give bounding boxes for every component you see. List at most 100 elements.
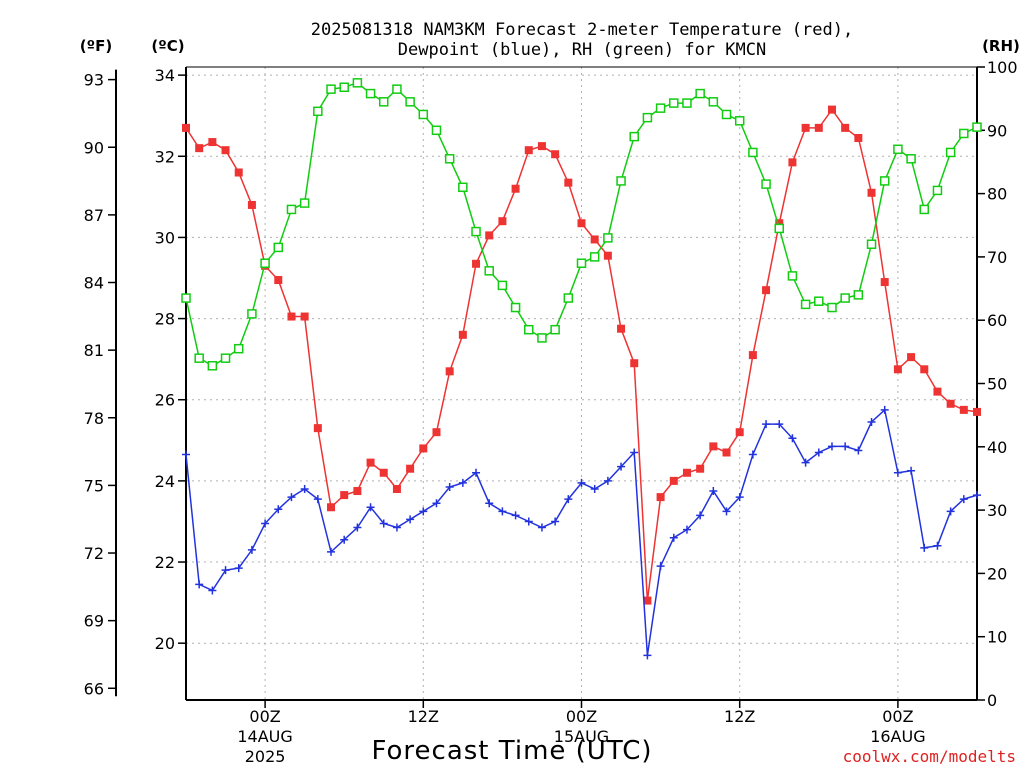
temperature-point (327, 503, 336, 512)
rh-point (695, 88, 705, 99)
celsius-tick-label: 32 (155, 147, 175, 166)
rh-point (379, 97, 389, 107)
dewpoint-point (880, 405, 889, 414)
dewpoint-point (274, 505, 283, 514)
rh-tick-label: 20 (987, 564, 1007, 583)
temperature-point (445, 367, 454, 376)
rh-point (787, 271, 798, 281)
dewpoint-point (827, 442, 836, 451)
rh-tick-label: 10 (987, 628, 1007, 647)
dewpoint-point (946, 507, 955, 516)
temperature-point (564, 178, 573, 187)
fahrenheit-tick-label: 72 (84, 544, 104, 563)
temperature-point (841, 123, 850, 132)
temperature-point (274, 276, 283, 285)
rh-point (352, 78, 363, 88)
rh-tick-label: 0 (987, 691, 997, 710)
rh-point (392, 84, 402, 94)
temperature-point (722, 448, 731, 457)
temperature-point (498, 217, 507, 226)
celsius-tick-label: 28 (155, 310, 175, 329)
temperature-point (537, 142, 546, 151)
rh-point (655, 103, 666, 113)
rh-point (708, 97, 719, 107)
rh-point (286, 204, 297, 215)
rh-point (405, 97, 415, 107)
temperature-point (340, 491, 349, 500)
date-tick-label: 14AUG (237, 727, 292, 746)
dewpoint-point (617, 462, 626, 471)
temperature-point (313, 424, 322, 433)
dewpoint-point (841, 442, 850, 451)
temperature-point (748, 351, 757, 360)
fahrenheit-tick-label: 66 (84, 679, 104, 698)
temperature-point (959, 405, 968, 414)
rh-point (879, 176, 890, 186)
rh-point (642, 112, 653, 123)
temperature-point (551, 150, 560, 159)
dewpoint-point (340, 535, 349, 544)
temperature-point (617, 324, 626, 333)
dewpoint-point (313, 495, 322, 504)
temperature-point (234, 168, 243, 177)
temperature-point (946, 399, 955, 408)
dewpoint-point (959, 495, 968, 504)
temperature-point (669, 476, 678, 485)
date-tick-label: 16AUG (870, 727, 925, 746)
time-tick-label: 00Z (882, 707, 913, 726)
rh-point (537, 333, 547, 343)
temperature-point (590, 235, 599, 244)
rh-point (761, 179, 771, 189)
dewpoint-point (472, 468, 481, 477)
rh-tick-label: 80 (987, 185, 1007, 204)
fahrenheit-tick-label: 75 (84, 476, 104, 495)
dewpoint-point (195, 580, 204, 589)
date-tick-label: 2025 (245, 747, 286, 766)
rh-point (339, 82, 349, 93)
rh-point (444, 154, 455, 164)
temperature-point (485, 231, 494, 240)
rh-tick-label: 60 (987, 311, 1007, 330)
rh-point (669, 98, 679, 108)
rh-point (800, 299, 811, 310)
dewpoint-point (287, 493, 296, 502)
dewpoint-point (300, 485, 309, 493)
dewpoint-point (221, 566, 230, 575)
dewpoint-point (353, 523, 362, 532)
temperature-point (880, 278, 889, 287)
dewpoint-point (669, 533, 678, 542)
dewpoint-point (445, 482, 454, 491)
rh-point (418, 109, 429, 120)
dewpoint-point (498, 507, 507, 516)
temperature-point (379, 468, 388, 477)
dewpoint-point (261, 519, 270, 528)
rh-axis-label: (RH) (982, 37, 1020, 55)
rh-point (220, 353, 231, 363)
temperature-point (893, 365, 902, 374)
temperature-point (511, 184, 520, 193)
rh-point (629, 131, 639, 142)
temperature-point (788, 158, 797, 167)
temperature-point (287, 312, 296, 321)
temperature-point (709, 442, 718, 451)
rh-tick-label: 90 (987, 121, 1007, 140)
temperature-point (195, 144, 204, 153)
celsius-tick-label: 20 (155, 634, 175, 653)
rh-point (313, 106, 323, 117)
rh-point (576, 258, 587, 268)
rh-point (207, 361, 218, 371)
temperature-point (867, 188, 876, 197)
dewpoint-point (973, 491, 981, 500)
rh-point (510, 302, 521, 313)
dewpoint-point (696, 511, 705, 520)
rh-point (906, 154, 916, 164)
dewpoint-point (419, 507, 428, 516)
dewpoint-point (392, 523, 401, 532)
dewpoint-point (524, 517, 533, 526)
fahrenheit-tick-label: 90 (84, 138, 104, 157)
temperature-point (735, 428, 744, 437)
temperature-point (221, 146, 230, 155)
temperature-point (696, 464, 705, 473)
temperature-point (472, 259, 481, 268)
dewpoint-point (630, 448, 639, 457)
